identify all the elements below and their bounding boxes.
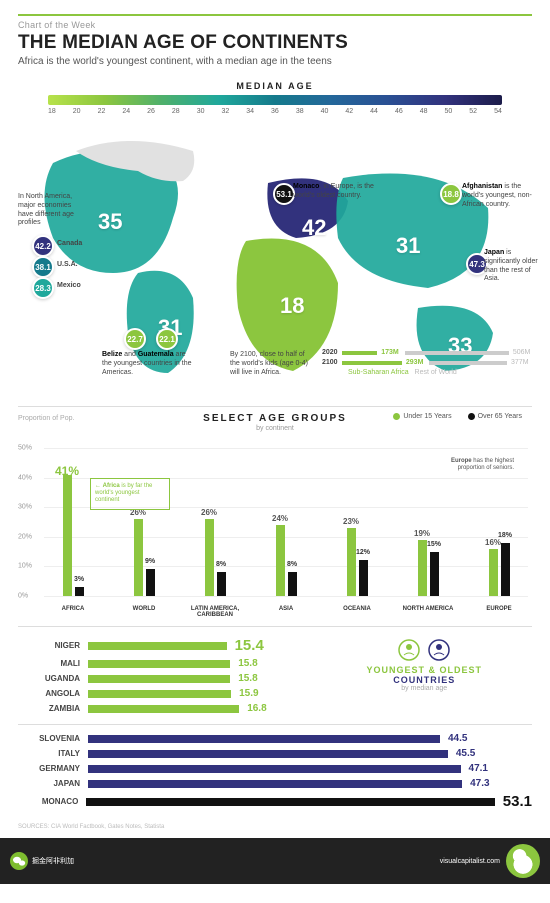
continent-age-north-america: 35 — [98, 209, 122, 235]
bar-group-latin america, caribbean: 26%8% — [186, 448, 244, 596]
continent-age-asia: 31 — [396, 233, 420, 259]
pin-Monaco: 53.1 — [273, 183, 295, 205]
ranked-countries: NIGER15.4MALI15.8UGANDA15.8ANGOLA15.9ZAM… — [18, 637, 532, 810]
callout: Belize and Guatemala are the youngest co… — [102, 351, 192, 377]
chart-legend: Under 15 YearsOver 65 Years — [377, 413, 522, 422]
wechat-badge: 掘金阿非利加 — [10, 852, 74, 870]
bar-group-africa: 41%3% — [44, 448, 102, 596]
bar-group-world: 26%9% — [115, 448, 173, 596]
kids-projection-bars: 2020173M506M2100293M377MSub-Saharan Afri… — [322, 349, 530, 376]
callout: Japan is significantly older than the re… — [484, 249, 544, 284]
callout: By 2100, close to half of the world's ki… — [230, 351, 310, 377]
y-axis-label: Proportion of Pop. — [18, 415, 74, 422]
rank-japan: JAPAN47.3 — [18, 778, 532, 789]
pin-Afghanistan: 18.8 — [440, 183, 462, 205]
scale-label: MEDIAN AGE — [18, 81, 532, 91]
rank-zambia: ZAMBIA16.8 — [18, 703, 532, 714]
pin-22.1: 22.1 — [156, 328, 178, 350]
grouped-bar-chart: 41%3%26%9%26%8%24%8%23%12%19%15%16%18% A… — [18, 438, 532, 618]
rank-germany: GERMANY47.1 — [18, 763, 532, 774]
pin-22.7: 22.7 — [124, 328, 146, 350]
divider — [18, 406, 532, 407]
banner: Chart of the Week — [18, 14, 532, 30]
sources: SOURCES: CIA World Factbook, Gates Notes… — [18, 824, 532, 830]
scale-gradient — [48, 95, 502, 105]
rank-italy: ITALY45.5 — [18, 748, 532, 759]
divider — [18, 626, 532, 627]
age-groups-section: Proportion of Pop. SELECT AGE GROUPS by … — [18, 413, 532, 618]
ranked-title: YOUNGEST & OLDEST COUNTRIES by median ag… — [366, 637, 482, 692]
wechat-icon — [10, 852, 28, 870]
brand: visualcapitalist.com — [440, 858, 500, 865]
continent-age-africa: 18 — [280, 293, 304, 319]
bar-group-oceania: 23%12% — [328, 448, 386, 596]
continent-age-europe: 42 — [302, 215, 326, 241]
callout: In North America, major economies have d… — [18, 193, 78, 228]
pin-Canada: 42.2 — [32, 235, 54, 257]
scale-ticks: 18202224262830323436384042444648505254 — [48, 108, 502, 115]
brand-icon — [506, 844, 540, 878]
rank-slovenia: SLOVENIA44.5 — [18, 733, 532, 744]
callout: Afghanistan is the world's youngest, non… — [462, 183, 542, 209]
page-title: THE MEDIAN AGE OF CONTINENTS — [18, 32, 532, 54]
pin-U.S.A.: 38.1 — [32, 256, 54, 278]
pin-Mexico: 28.3 — [32, 277, 54, 299]
bar-group-asia: 24%8% — [257, 448, 315, 596]
rank-monaco: MONACO53.1 — [18, 793, 532, 810]
callout: Monaco, in Europe, is the world's oldest… — [293, 183, 393, 201]
footer: 掘金阿非利加 visualcapitalist.com — [0, 838, 550, 884]
section-sub: by continent — [18, 425, 532, 432]
world-map: 353118423133 42.2Canada38.1U.S.A.28.3Mex… — [18, 123, 532, 398]
color-scale: MEDIAN AGE 18202224262830323436384042444… — [18, 81, 532, 115]
page-subtitle: Africa is the world's youngest continent… — [18, 56, 532, 67]
